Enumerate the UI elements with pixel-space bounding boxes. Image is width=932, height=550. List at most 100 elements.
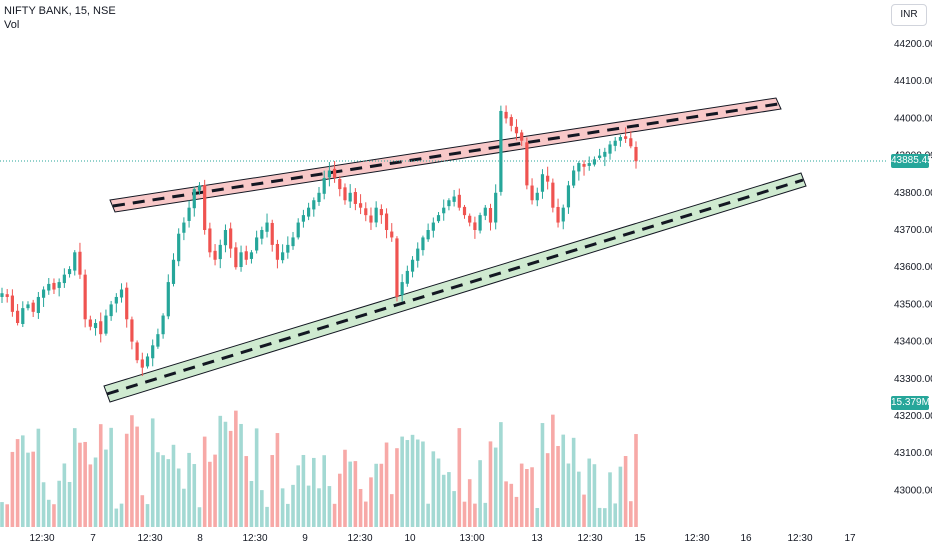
volume-bar: [587, 458, 592, 527]
candle-body: [15, 310, 20, 323]
volume-bar: [431, 451, 436, 527]
volume-bar: [36, 428, 41, 527]
candle-body: [535, 192, 539, 201]
candle-body: [369, 215, 373, 223]
volume-bar: [67, 481, 72, 527]
candle-body: [618, 137, 623, 141]
volume-bar: [629, 501, 633, 527]
candle-body: [166, 282, 170, 317]
x-tick-label: 12:30: [137, 533, 162, 544]
volume-bar: [613, 503, 618, 527]
volume-bar: [374, 463, 378, 527]
volume-bar: [363, 501, 368, 527]
volume-bar: [46, 499, 51, 527]
volume-bar: [260, 490, 264, 527]
candle-body: [473, 222, 477, 230]
volume-bar: [41, 482, 46, 527]
volume-bar: [150, 418, 155, 527]
volume-bar: [426, 503, 430, 527]
candle-body: [410, 259, 415, 272]
volume-bar: [556, 445, 560, 527]
candle-body: [436, 215, 441, 222]
candle-body: [223, 230, 228, 246]
candle-body: [525, 142, 529, 186]
candle-body: [348, 192, 352, 202]
candle-body: [119, 289, 124, 298]
symbol-title[interactable]: NIFTY BANK, 15, NSE: [4, 5, 116, 17]
volume-badge: 15.379M: [891, 396, 930, 410]
candle-body: [530, 185, 534, 201]
volume-bar: [93, 457, 98, 527]
candle-body: [192, 189, 196, 209]
x-tick-label: 12:30: [787, 533, 812, 544]
candle-body: [468, 215, 472, 223]
candle-body: [358, 203, 363, 208]
candle-body: [203, 184, 207, 230]
volume-bar: [369, 477, 373, 527]
volume-bar: [436, 458, 441, 527]
volume-indicator-label[interactable]: Vol: [4, 19, 20, 31]
volume-bar: [322, 455, 326, 527]
candle-body: [416, 248, 420, 261]
candle-body: [260, 230, 264, 239]
volume-bar: [462, 501, 467, 527]
currency-button[interactable]: INR: [891, 4, 927, 26]
volume-bar: [140, 495, 145, 527]
x-tick-label: 12:30: [684, 533, 709, 544]
volume-bar: [166, 459, 171, 527]
y-tick-label: 44100.00: [894, 76, 932, 87]
volume-bar: [270, 455, 275, 527]
candle-body: [73, 252, 77, 271]
y-tick-label: 43600.00: [894, 262, 932, 273]
candle-body: [57, 282, 61, 288]
candle-body: [317, 192, 321, 202]
candle-body: [265, 222, 269, 232]
volume-bar: [504, 481, 508, 527]
last-price-badge: 43885.45: [891, 154, 932, 168]
volume-bar: [379, 463, 384, 527]
volume-bar: [213, 454, 217, 527]
candle-body: [457, 194, 461, 208]
volume-bar: [577, 471, 581, 527]
volume-bar: [452, 491, 456, 527]
volume-bar: [441, 474, 446, 527]
candle-body: [218, 244, 222, 260]
volume-bar: [114, 508, 119, 527]
candle-body: [135, 342, 139, 361]
volume-bar: [192, 464, 197, 527]
candle-body: [208, 228, 212, 253]
candle-body: [514, 126, 519, 134]
candle-body: [447, 200, 451, 207]
candle-body: [244, 251, 248, 260]
candle-body: [125, 287, 129, 320]
volume-bar: [301, 454, 306, 527]
candle-body: [379, 209, 383, 216]
support-dashed-line: [106, 178, 804, 396]
candle-body: [613, 140, 617, 146]
volume-bar: [457, 428, 462, 527]
candle-body: [161, 315, 165, 335]
candle-body: [296, 222, 300, 238]
x-tick-label: 12:30: [577, 533, 602, 544]
volume-bar: [176, 468, 181, 527]
volume-bar: [337, 473, 342, 527]
volume-bar: [234, 410, 238, 527]
candle-body: [608, 144, 612, 154]
candle-body: [400, 282, 404, 296]
volume-bar: [514, 496, 519, 527]
volume-bar: [182, 488, 186, 527]
candle-body: [78, 251, 82, 275]
volume-bar: [239, 423, 243, 527]
volume-bar: [161, 455, 165, 527]
candle-body: [114, 296, 118, 304]
candle-body: [426, 230, 430, 240]
y-tick-label: 43400.00: [894, 337, 932, 348]
candle-body: [275, 243, 280, 260]
volume-bar: [421, 441, 425, 527]
candle-body: [177, 233, 181, 262]
x-tick-label: 12:30: [242, 533, 267, 544]
candle-body: [156, 334, 160, 347]
candle-body: [36, 296, 40, 313]
volume-bar: [353, 461, 358, 527]
